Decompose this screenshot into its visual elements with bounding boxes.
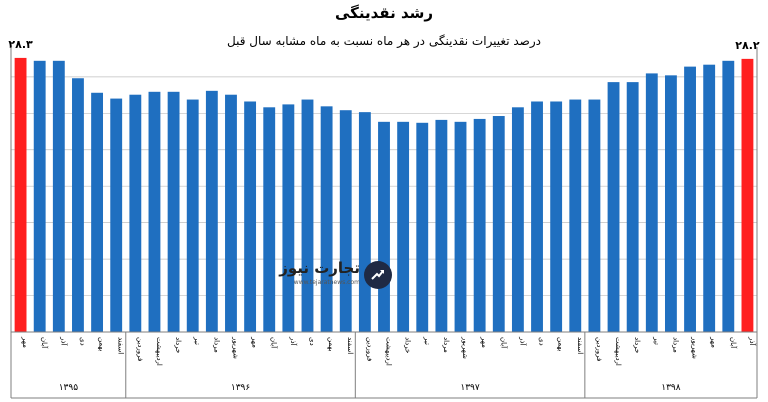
category-label: شهریور [691, 336, 699, 359]
bar-value-label: ۲۸.۳ [8, 38, 33, 51]
bar [684, 66, 696, 332]
category-label: اسفند [576, 337, 584, 354]
bar [167, 91, 180, 332]
tejarat-news-logo: تجارت نیوز www.tejaratnews.com [276, 259, 394, 293]
category-label: آذر [289, 336, 298, 346]
category-label: اردیبهشت [155, 337, 163, 366]
category-label: خرداد [174, 337, 182, 353]
category-label: فروردین [595, 337, 603, 361]
bar-value-label: ۲۸.۲ [735, 39, 760, 52]
category-label: تیر [652, 336, 660, 345]
bar [129, 94, 142, 332]
bar [110, 98, 123, 332]
category-label: اسفند [117, 337, 125, 354]
bar [664, 75, 677, 332]
bar [416, 122, 429, 332]
category-label: آبان [40, 337, 49, 349]
bar [358, 112, 371, 332]
year-label: ۱۳۹۸ [661, 383, 681, 393]
category-label: مرداد [442, 337, 450, 353]
category-label: فروردین [365, 337, 373, 361]
year-label: ۱۳۹۶ [231, 383, 251, 393]
highlight-bar [14, 57, 27, 333]
bar [607, 82, 620, 332]
category-label: آبان [729, 337, 738, 349]
bar [473, 118, 486, 332]
category-label: مرداد [212, 337, 220, 353]
category-label: اسفند [346, 337, 354, 354]
bar [588, 99, 601, 332]
chart-title: رشد نقدینگی [334, 4, 434, 22]
bar [569, 99, 582, 332]
bar [148, 91, 161, 332]
category-label: تیر [193, 336, 201, 345]
bar [378, 121, 390, 332]
bar [186, 99, 199, 332]
bar [626, 82, 639, 332]
category-label: مهر [21, 336, 29, 348]
category-label: مهر [251, 336, 259, 348]
bars [14, 57, 754, 333]
bar [225, 94, 237, 332]
bar [550, 101, 563, 333]
category-label: اردیبهشت [385, 337, 393, 366]
bar [703, 64, 716, 333]
category-axis: مهر آبان آذر دی بهمن اسفند فروردین اردیبهشت خردا… [10, 47, 758, 399]
category-label: بهمن [557, 337, 565, 352]
bar [263, 107, 276, 333]
logo-arrow-icon [371, 270, 384, 280]
logo-url: www.tejaratnews.com [293, 279, 360, 286]
category-label: خرداد [633, 337, 641, 353]
bar [645, 73, 658, 332]
bar [282, 104, 295, 332]
bar [72, 78, 84, 333]
bar [320, 106, 333, 332]
data-labels: ۲۸.۳ ۲۸.۲ [8, 38, 759, 52]
category-label: فروردین [136, 337, 144, 361]
bar [435, 119, 448, 333]
bar [397, 121, 410, 332]
category-label: دی [308, 337, 316, 346]
bar [454, 121, 467, 332]
category-label: آذر [748, 336, 757, 346]
category-label: مرداد [671, 337, 679, 353]
category-label: تیر [423, 336, 431, 345]
bar [339, 110, 352, 332]
year-label: ۱۳۹۵ [59, 383, 79, 393]
category-label: دی [538, 337, 546, 346]
chart-subtitle: درصد تغییرات نقدینگی در هر ماه نسبت به م… [227, 34, 541, 48]
category-label: آبان [270, 337, 279, 349]
category-label: خرداد [404, 337, 412, 353]
bar [244, 101, 257, 333]
bar [52, 60, 65, 332]
bar [531, 101, 543, 333]
category-label: آذر [518, 336, 527, 346]
bar [91, 92, 104, 332]
category-label: دی [78, 337, 86, 346]
bar [722, 60, 735, 332]
category-label: آذر [59, 336, 68, 346]
bar [301, 99, 314, 332]
category-label: مهر [710, 336, 718, 348]
bar [33, 60, 46, 332]
category-label: آبان [499, 337, 508, 349]
category-label: بهمن [98, 337, 106, 352]
category-label: شهریور [231, 336, 239, 359]
category-label: بهمن [327, 337, 335, 352]
category-label: مهر [480, 336, 488, 348]
bar [205, 90, 218, 332]
highlight-bar [741, 58, 754, 333]
bar [511, 107, 524, 333]
category-label: اردیبهشت [614, 337, 622, 366]
logo-name: تجارت نیوز [279, 259, 360, 277]
bar [492, 116, 505, 332]
category-label: شهریور [461, 336, 469, 359]
year-label: ۱۳۹۷ [460, 383, 480, 393]
